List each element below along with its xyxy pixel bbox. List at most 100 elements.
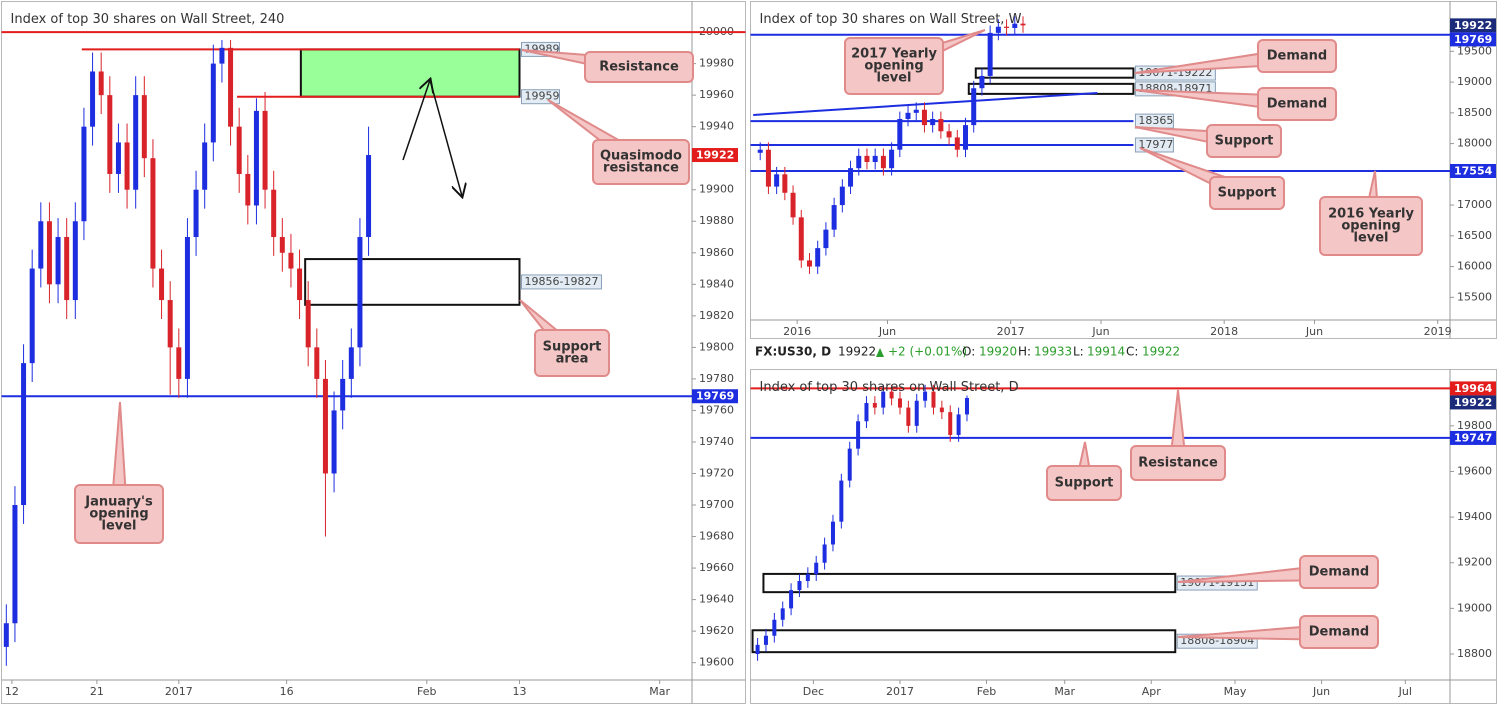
callout-text: 2017 Yearly — [851, 47, 937, 62]
up-arrow — [876, 348, 884, 357]
candle-body — [314, 347, 320, 379]
candle-body — [889, 149, 895, 169]
candle-body — [897, 398, 902, 408]
x-tick-label: Jul — [1398, 685, 1412, 698]
chart-title: Index of top 30 shares on Wall Street, W — [760, 12, 1022, 27]
candle-body — [98, 71, 104, 96]
callout-text: level — [101, 519, 136, 534]
candle-body — [115, 142, 121, 174]
candle-body — [12, 505, 18, 624]
zone — [974, 67, 1135, 79]
y-tick-label: 19620 — [699, 624, 734, 637]
x-tick-label: 2018 — [1210, 325, 1238, 338]
callout-text: January's — [84, 495, 153, 510]
y-tick-label: 18000 — [1457, 137, 1492, 150]
zone — [967, 82, 1135, 95]
candle-body — [763, 635, 768, 645]
candle-body — [856, 421, 861, 449]
ohlc-key: C: — [1126, 345, 1138, 359]
callout-text: Quasimodo — [600, 149, 682, 164]
x-tick-label: Feb — [977, 685, 996, 698]
callout — [844, 37, 944, 95]
candle-body — [202, 142, 208, 190]
y-tick-label: 19840 — [699, 277, 734, 290]
x-tick-label: Jun — [1091, 325, 1109, 338]
callout-text: Demand — [1267, 97, 1328, 112]
candle-body — [159, 268, 165, 301]
price-tag-label: 19769 — [1454, 33, 1492, 46]
candle-body — [765, 149, 771, 187]
x-tick-label: Mar — [1054, 685, 1075, 698]
x-tick-label: 2019 — [1424, 325, 1452, 338]
candle-body — [271, 189, 277, 238]
chart-title: Index of top 30 shares on Wall Street, 2… — [11, 12, 285, 27]
y-tick-label: 19000 — [1457, 75, 1492, 88]
candle-body — [881, 391, 886, 408]
candle-body — [228, 47, 234, 127]
candle-body — [823, 229, 829, 249]
ohlc-value: 19914 — [1087, 345, 1125, 359]
x-tick-label: Feb — [417, 685, 436, 698]
candle-body — [219, 47, 225, 64]
candle-body — [772, 619, 777, 636]
candle-body — [956, 414, 961, 435]
callout-text: Resistance — [599, 60, 679, 75]
panel: 18800 19000 19200 19400 19600 19800 Dec 2017 Feb… — [750, 369, 1497, 704]
candle-body — [864, 403, 869, 422]
panel: 1550016000165001700017500180001850019000… — [750, 1, 1497, 339]
callout — [584, 51, 694, 83]
x-tick-label: 12 — [5, 685, 19, 698]
y-tick-label: 19800 — [1457, 419, 1492, 432]
candle-body — [297, 268, 303, 301]
candle-body — [906, 407, 911, 426]
price-tag-label: 19964 — [1454, 382, 1493, 395]
level-label: 18365 — [1138, 114, 1173, 127]
x-tick-label: Jun — [1305, 325, 1323, 338]
candle-body — [176, 347, 182, 379]
price-tag — [1450, 18, 1496, 33]
candle-body — [964, 398, 969, 415]
candle-body — [245, 173, 251, 206]
candle-body — [880, 155, 886, 169]
ohlc-key: H: — [1018, 345, 1031, 359]
x-tick-label: 2016 — [783, 325, 811, 338]
candle-body — [831, 205, 837, 230]
callout — [1046, 465, 1122, 501]
callout — [1209, 176, 1285, 210]
candle-body — [288, 252, 294, 269]
candle-body — [38, 221, 44, 269]
callout-text: level — [1353, 231, 1388, 246]
candle-body — [864, 155, 870, 163]
callout-text: resistance — [603, 161, 679, 176]
candle-body — [236, 126, 242, 174]
zone — [299, 48, 521, 98]
candle-body — [46, 221, 52, 285]
candle-body — [755, 644, 760, 654]
panel-frame — [750, 369, 1497, 704]
y-tick-label: 19400 — [1457, 510, 1492, 523]
y-tick-label: 19960 — [699, 88, 734, 101]
candle-body — [72, 221, 78, 301]
callout-text: Support — [1055, 476, 1114, 491]
callout — [74, 484, 164, 544]
candle-body — [847, 448, 852, 481]
price-tag — [692, 148, 738, 163]
callout-text: Support — [1218, 186, 1277, 201]
candle-body — [184, 237, 190, 379]
candle-body — [141, 95, 147, 159]
callout — [1257, 39, 1337, 73]
x-tick-label: Dec — [803, 685, 824, 698]
candle-body — [124, 142, 130, 190]
candle-body — [279, 237, 285, 253]
trendline — [753, 91, 1098, 116]
candle-body — [210, 63, 216, 143]
price-tag — [1450, 32, 1496, 47]
ohlc-key: O: — [962, 345, 975, 359]
price-tag — [1450, 395, 1496, 410]
candle-body — [357, 237, 363, 348]
candle-body — [55, 237, 61, 285]
candle-body — [64, 237, 70, 301]
candle-body — [3, 623, 9, 647]
y-tick-label: 19500 — [1457, 44, 1492, 57]
